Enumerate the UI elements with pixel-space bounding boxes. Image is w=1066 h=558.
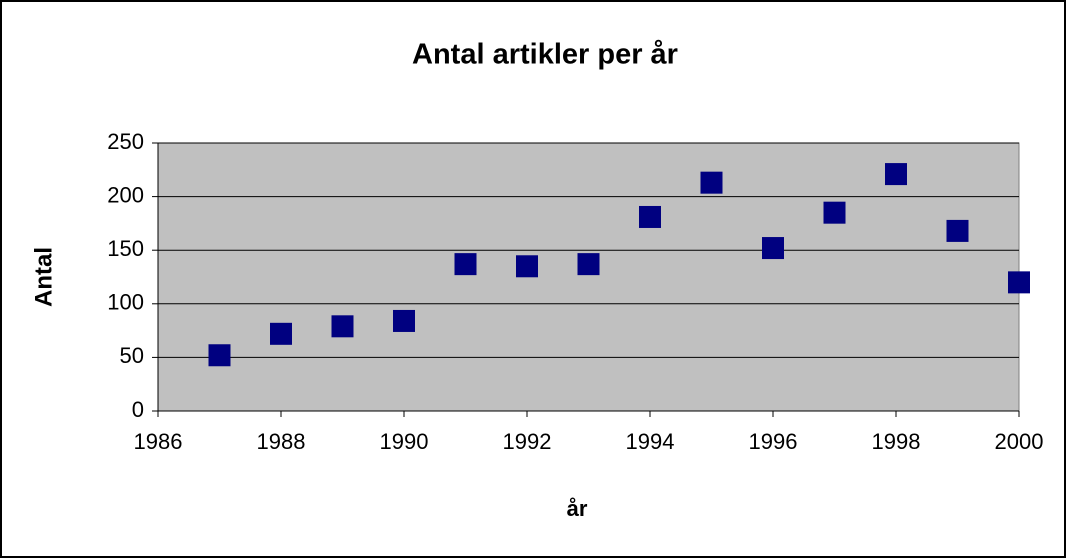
chart-title: Antal artikler per år xyxy=(412,39,678,71)
point xyxy=(208,344,231,367)
y-tick-label: 150 xyxy=(107,236,144,261)
point xyxy=(577,253,600,276)
x-tick-label: 1988 xyxy=(257,429,306,454)
x-tick-label: 1992 xyxy=(503,429,552,454)
y-tick-label: 200 xyxy=(107,182,144,207)
point xyxy=(516,255,538,278)
point xyxy=(762,237,784,260)
y-axis-label: Antal xyxy=(30,247,57,307)
point xyxy=(270,322,292,345)
x-tick-label: 1998 xyxy=(872,429,921,454)
y-tick-label: 50 xyxy=(120,343,144,368)
point xyxy=(885,163,907,186)
x-tick-label: 1986 xyxy=(134,429,183,454)
y-tick-label: 0 xyxy=(132,397,144,422)
x-tick-label: 1990 xyxy=(380,429,429,454)
x-tick-label: 1996 xyxy=(749,429,798,454)
plot-area xyxy=(157,142,1020,412)
point xyxy=(639,205,661,228)
point xyxy=(1008,271,1030,294)
point xyxy=(454,253,477,276)
x-axis-label: år xyxy=(567,496,588,521)
y-tick-label: 100 xyxy=(107,290,144,315)
x-tick-label: 2000 xyxy=(995,429,1044,454)
point xyxy=(393,309,415,332)
point xyxy=(946,219,969,242)
point xyxy=(331,315,354,338)
x-tick-label: 1994 xyxy=(626,429,675,454)
y-tick-label: 250 xyxy=(107,129,144,154)
point xyxy=(823,201,846,224)
point xyxy=(700,171,723,194)
